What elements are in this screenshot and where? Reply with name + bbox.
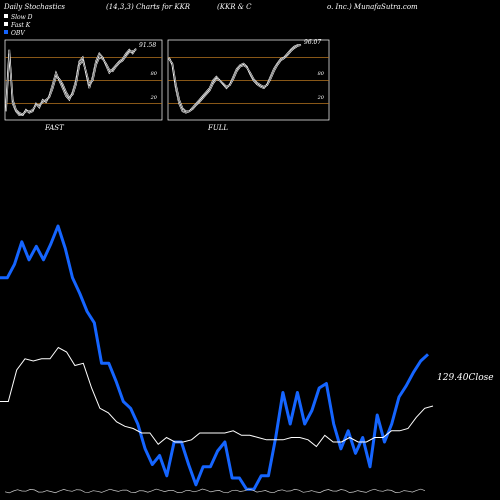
header-left: Daily Stochastics (3, 3, 65, 11)
legend: Slow D Fast K OBV (4, 14, 33, 37)
full-panel: 80 20 96.07 FULL (167, 39, 330, 132)
full-series-inner-0 (168, 44, 302, 114)
full-tick-80: 80 (318, 71, 325, 77)
header-right-b: o. Inc.) MunafaSutra.com (327, 3, 418, 11)
legend-label-fast-k: Fast K (10, 22, 31, 29)
header-right-a: (KKR & C (217, 3, 252, 11)
fast-series-outer-0 (5, 48, 137, 116)
bottom-strip-line (4, 488, 426, 494)
header-middle: (14,3,3) Charts for KKR (106, 3, 191, 11)
full-series-outer-0 (168, 44, 302, 114)
full-panel-title: FULL (207, 124, 228, 132)
price-series-line (0, 346, 434, 448)
main-panel: 129.40Close (0, 224, 494, 491)
fast-series-outer-1 (5, 48, 137, 116)
legend-swatch-slow-d (4, 14, 8, 18)
fast-tick-20: 20 (150, 95, 158, 101)
full-series-inner-1 (168, 44, 302, 112)
close-value: 129.40 (437, 373, 469, 383)
full-panel-frame (167, 39, 330, 121)
fast-series-inner-0 (5, 48, 137, 116)
legend-label-obv: OBV (11, 30, 25, 37)
fast-panel-title: FAST (44, 124, 65, 132)
full-value-label: 96.07 (304, 39, 321, 46)
close-value-label: 129.40Close (437, 373, 494, 383)
fast-panel: 80 20 91.58 FAST (4, 39, 163, 132)
close-suffix: Close (469, 373, 494, 383)
fast-panel-frame (4, 39, 163, 121)
legend-label-slow-d: Slow D (11, 14, 33, 21)
fast-value-label: 91.58 (139, 42, 156, 49)
fast-series-inner-1 (5, 49, 137, 115)
legend-swatch-obv (4, 30, 8, 34)
obv-series-line (0, 224, 430, 491)
full-tick-20: 20 (317, 95, 325, 101)
full-series-outer-1 (168, 44, 302, 113)
legend-swatch-fast-k (4, 22, 8, 26)
fast-tick-80: 80 (151, 71, 158, 77)
bottom-strip (4, 488, 426, 494)
